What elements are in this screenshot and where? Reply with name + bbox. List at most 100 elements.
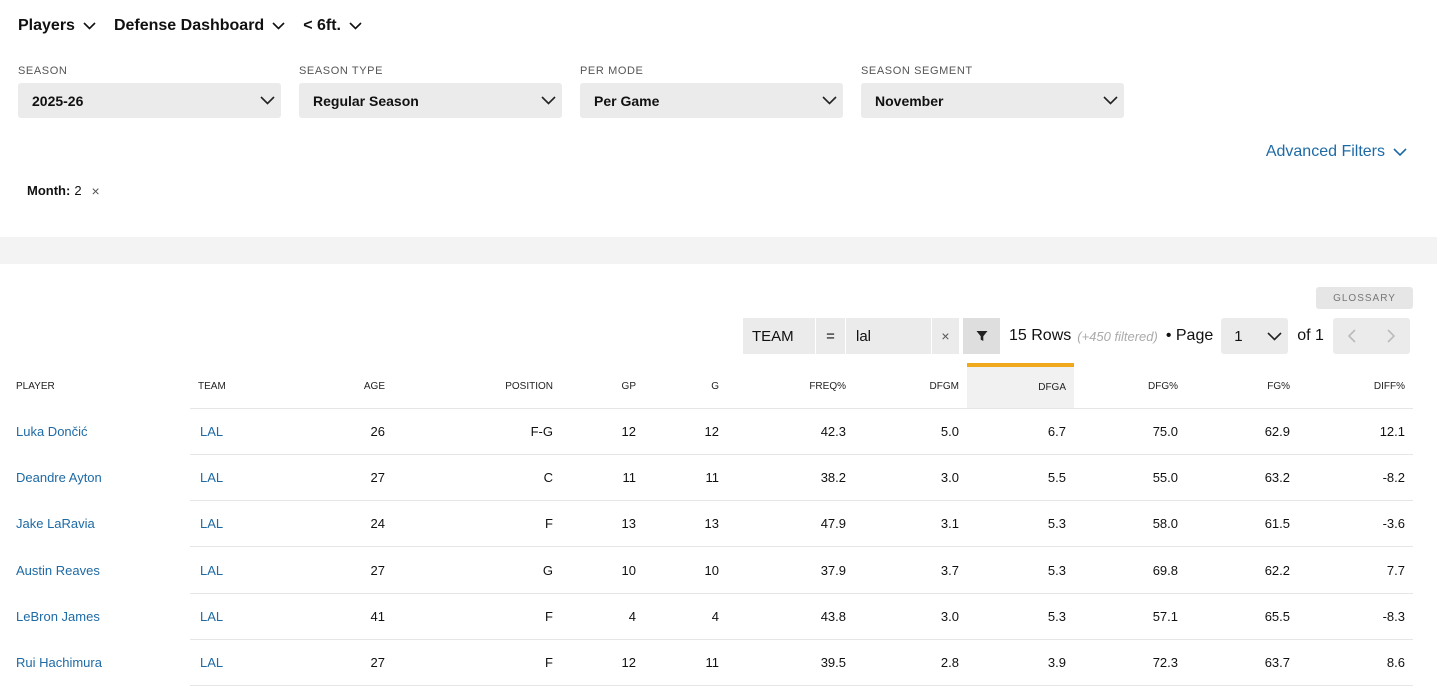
per-mode-filter-label: PER MODE (580, 65, 644, 77)
team-link[interactable]: LAL (200, 469, 224, 485)
col-dfgm[interactable]: DFGM (929, 380, 959, 392)
position-cell: F (393, 592, 561, 640)
col-team[interactable]: TEAM (198, 380, 226, 392)
col-dfga[interactable]: DFGA (967, 363, 1074, 408)
col-g[interactable]: G (711, 380, 719, 392)
page-total-label: of 1 (1297, 327, 1324, 344)
prev-page-button[interactable] (1333, 318, 1372, 354)
active-filter-key: Month: (27, 183, 71, 198)
filter-button[interactable] (963, 318, 1000, 354)
position-cell: G (393, 546, 561, 594)
col-fg-pct[interactable]: FG% (1267, 380, 1290, 392)
season-type-select[interactable]: Regular Season (299, 83, 562, 118)
fg-pct-cell: 63.7 (1186, 638, 1298, 686)
table-header-row: PLAYER TEAM AGE POSITION GP G FREQ% DFGM… (8, 363, 1413, 408)
player-link[interactable]: LeBron James (16, 608, 100, 624)
advanced-filters-toggle[interactable]: Advanced Filters (1266, 143, 1407, 161)
position-cell: F-G (393, 407, 561, 455)
gp-cell: 12 (561, 407, 644, 455)
table-row: Luka Dončić LAL 26 F-G 12 12 42.3 5.0 6.… (8, 407, 1413, 455)
gp-cell: 4 (561, 592, 644, 640)
nav-players-dropdown[interactable]: Players (18, 17, 96, 35)
age-cell: 27 (310, 546, 393, 594)
nav-dashboard-label: Defense Dashboard (113, 17, 265, 34)
table-row: Deandre Ayton LAL 27 C 11 11 38.2 3.0 5.… (8, 453, 1413, 501)
filter-operator-select[interactable]: = (816, 318, 846, 354)
chevron-right-icon (1387, 329, 1395, 343)
fg-pct-cell: 61.5 (1186, 500, 1298, 547)
player-link[interactable]: Jake LaRavia (16, 516, 95, 532)
team-link[interactable]: LAL (200, 608, 224, 624)
team-link[interactable]: LAL (200, 562, 224, 578)
col-gp[interactable]: GP (621, 380, 636, 392)
team-cell: LAL (190, 453, 310, 501)
funnel-icon (976, 331, 987, 341)
col-diff-pct[interactable]: DIFF% (1373, 380, 1405, 392)
chevron-down-icon (272, 22, 285, 30)
dfg-pct-cell: 57.1 (1074, 592, 1186, 640)
table-row: LeBron James LAL 41 F 4 4 43.8 3.0 5.3 5… (8, 592, 1413, 640)
col-position[interactable]: POSITION (505, 380, 553, 392)
breadcrumb-nav: Players Defense Dashboard < 6ft. (18, 14, 380, 38)
age-cell: 41 (310, 592, 393, 640)
diff-pct-cell: 12.1 (1298, 407, 1413, 455)
player-link[interactable]: Deandre Ayton (16, 469, 102, 485)
player-link[interactable]: Rui Hachimura (16, 655, 102, 671)
chevron-down-icon (541, 96, 556, 105)
player-link[interactable]: Austin Reaves (16, 562, 100, 578)
age-cell: 27 (310, 453, 393, 501)
season-segment-filter-label: SEASON SEGMENT (861, 65, 973, 77)
page-label: • Page (1165, 327, 1214, 344)
active-filter-value: 2 (74, 183, 82, 198)
season-select[interactable]: 2025-26 (18, 83, 281, 118)
player-cell: Jake LaRavia (8, 501, 190, 547)
nav-distance-dropdown[interactable]: < 6ft. (303, 17, 362, 35)
filter-value-input[interactable]: lal (846, 318, 932, 354)
rows-count: 15 Rows (1009, 327, 1072, 344)
next-page-button[interactable] (1371, 318, 1410, 354)
per-mode-select[interactable]: Per Game (580, 83, 843, 118)
nav-dashboard-dropdown[interactable]: Defense Dashboard (114, 17, 285, 35)
dfga-cell: 5.5 (967, 453, 1074, 501)
dfga-cell: 6.7 (967, 407, 1074, 455)
clear-filter-icon[interactable]: × (932, 318, 959, 354)
team-link[interactable]: LAL (200, 516, 224, 532)
remove-filter-icon[interactable]: × (91, 182, 100, 199)
player-cell: LeBron James (8, 593, 190, 639)
dfgm-cell: 5.0 (854, 407, 967, 455)
col-player[interactable]: PLAYER (16, 381, 55, 392)
dfgm-cell: 3.0 (854, 453, 967, 501)
col-dfg-pct[interactable]: DFG% (1148, 380, 1178, 392)
season-segment-select[interactable]: November (861, 83, 1124, 118)
freq-cell: 39.5 (727, 638, 854, 686)
chevron-down-icon (1103, 96, 1118, 105)
fg-pct-cell: 62.9 (1186, 407, 1298, 455)
freq-cell: 42.3 (727, 407, 854, 455)
g-cell: 13 (644, 500, 727, 547)
chevron-down-icon (260, 96, 275, 105)
player-cell: Luka Dončić (8, 408, 190, 454)
pager (1332, 318, 1410, 354)
season-filter-label: SEASON (18, 65, 68, 77)
chevron-left-icon (1348, 329, 1356, 343)
position-cell: F (393, 500, 561, 547)
filter-column-select[interactable]: TEAM (743, 318, 816, 354)
col-age[interactable]: AGE (363, 380, 385, 392)
team-link[interactable]: LAL (200, 655, 224, 671)
team-link[interactable]: LAL (200, 423, 224, 439)
col-freq[interactable]: FREQ% (809, 380, 846, 392)
gp-cell: 11 (561, 453, 644, 501)
dfg-pct-cell: 69.8 (1074, 546, 1186, 594)
glossary-button[interactable]: GLOSSARY (1316, 287, 1413, 309)
gp-cell: 13 (561, 500, 644, 547)
player-link[interactable]: Luka Dončić (16, 423, 88, 439)
page-select[interactable]: 1 (1221, 318, 1289, 354)
team-cell: LAL (190, 407, 310, 455)
chevron-down-icon (1267, 331, 1282, 341)
fg-pct-cell: 62.2 (1186, 546, 1298, 594)
g-cell: 10 (644, 546, 727, 594)
dfg-pct-cell: 72.3 (1074, 638, 1186, 686)
dfg-pct-cell: 55.0 (1074, 453, 1186, 501)
player-cell: Austin Reaves (8, 547, 190, 593)
active-filter-chip: Month: 2 × (27, 183, 100, 198)
